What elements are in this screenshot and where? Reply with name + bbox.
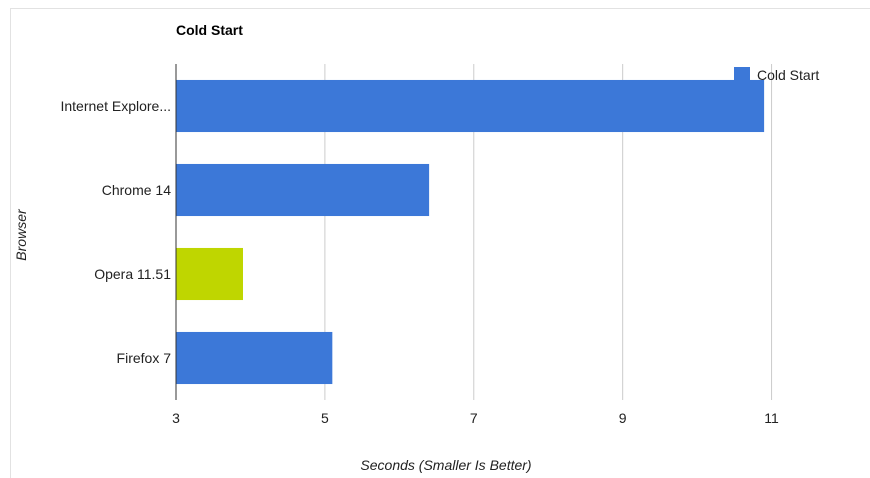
legend-label: Cold Start [757, 67, 819, 83]
y-tick-label: Firefox 7 [117, 350, 172, 366]
y-tick-label: Internet Explore... [60, 98, 171, 114]
chart-title: Cold Start [176, 22, 243, 38]
legend[interactable]: Cold Start [734, 67, 819, 83]
x-tick-labels: 3 5 7 9 11 [172, 410, 779, 426]
y-tick-label: Chrome 14 [102, 182, 171, 198]
legend-swatch [734, 67, 750, 83]
x-tick-label: 9 [619, 410, 627, 426]
bars [176, 79, 765, 385]
y-tick-label: Opera 11.51 [94, 266, 171, 282]
bar[interactable] [176, 331, 333, 385]
y-axis-title: Browser [13, 208, 29, 261]
x-tick-label: 7 [470, 410, 478, 426]
x-axis-title: Seconds (Smaller Is Better) [360, 457, 531, 473]
bar[interactable] [176, 79, 765, 133]
x-tick-label: 3 [172, 410, 180, 426]
y-tick-labels: Internet Explore... Chrome 14 Opera 11.51 F… [60, 98, 171, 366]
bar[interactable] [176, 247, 243, 301]
x-tick-label: 11 [764, 410, 779, 426]
chart-frame [10, 8, 870, 478]
x-tick-label: 5 [321, 410, 329, 426]
bar[interactable] [176, 163, 430, 217]
